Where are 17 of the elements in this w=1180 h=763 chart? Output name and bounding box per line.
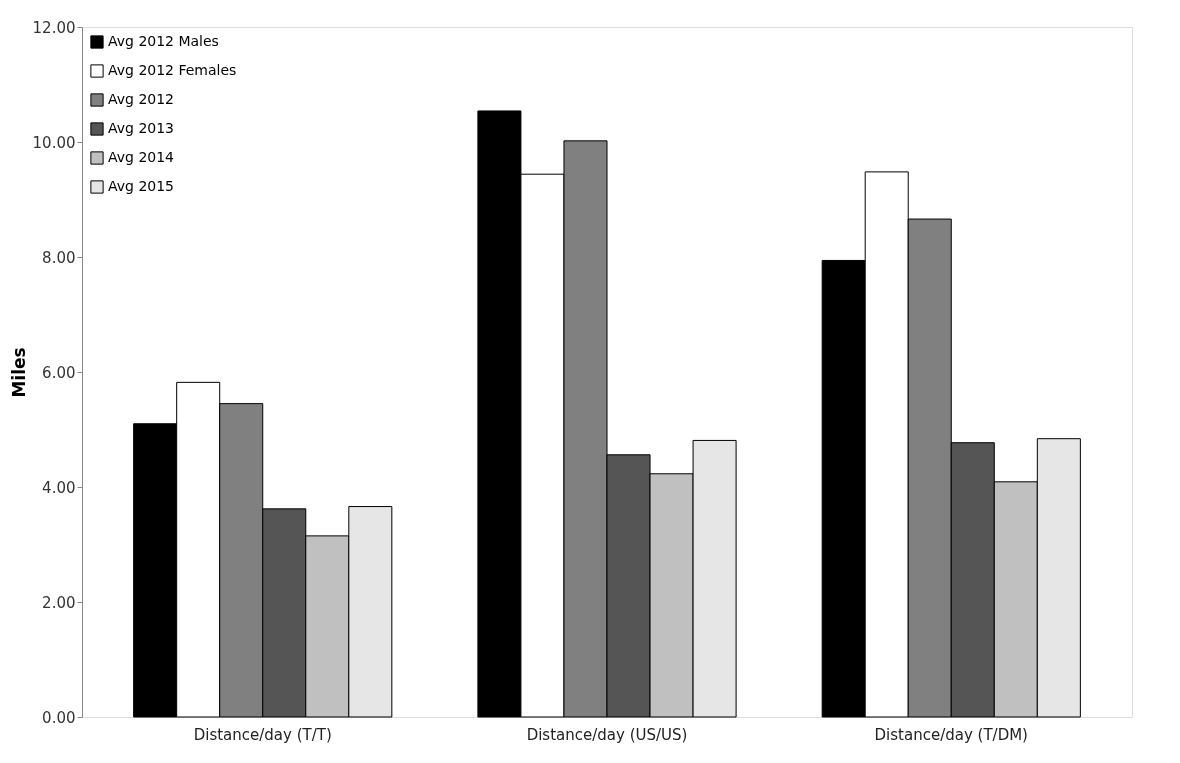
y-tick-label: 0.00 [42,708,76,727]
y-tick-label: 12.00 [32,18,76,37]
y-tick-label: 10.00 [32,133,76,152]
y-axis-title: Miles [8,347,29,398]
legend-label: Avg 2012 Females [108,62,237,78]
legend-label: Avg 2012 [108,91,175,107]
y-tick-label: 4.00 [42,478,76,497]
y-tick-label: 8.00 [42,248,76,267]
x-tick-label: Distance/day (T/DM) [874,725,1028,744]
legend-label: Avg 2013 [108,120,175,136]
x-tick-label: Distance/day (T/T) [193,725,332,744]
y-tick-label: 6.00 [42,363,76,382]
y-tick-label: 2.00 [42,593,76,612]
legend-label: Avg 2012 Males [108,33,219,49]
legend-label: Avg 2014 [108,149,175,165]
x-tick-label: Distance/day (US/US) [526,725,688,744]
legend-label: Avg 2015 [108,178,175,194]
